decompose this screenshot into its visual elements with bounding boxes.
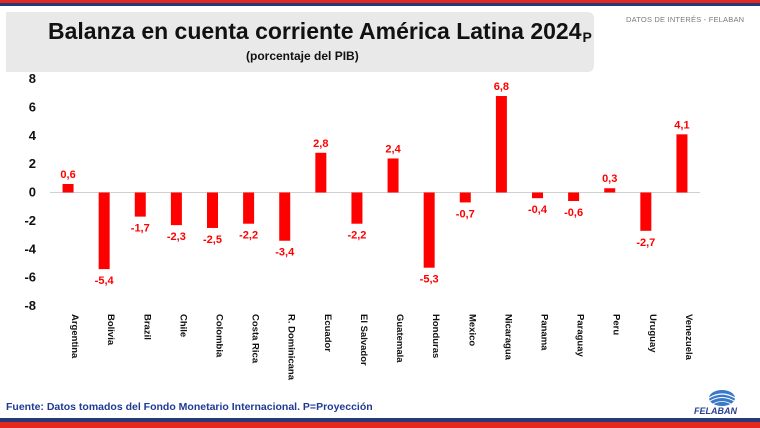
category-label: Bolivia bbox=[105, 314, 116, 346]
bar bbox=[62, 183, 74, 193]
bar bbox=[98, 192, 110, 270]
bar bbox=[351, 192, 363, 224]
category-label: Honduras bbox=[430, 314, 441, 358]
bar bbox=[459, 192, 471, 203]
value-label: -2,5 bbox=[203, 234, 222, 246]
chart-title-suffix: P bbox=[582, 29, 592, 45]
bottom-border-red bbox=[0, 422, 760, 428]
value-label: 2,4 bbox=[385, 143, 401, 155]
top-border-navy bbox=[0, 3, 760, 6]
category-label: Nicaragua bbox=[502, 314, 513, 361]
value-label: 2,8 bbox=[313, 138, 328, 150]
value-label: -2,2 bbox=[347, 230, 366, 242]
title-banner bbox=[6, 12, 594, 72]
value-label: -5,3 bbox=[420, 274, 439, 286]
category-label: Costa Rica bbox=[250, 314, 261, 364]
bar bbox=[495, 96, 507, 193]
bar bbox=[207, 192, 218, 228]
header-note: DATOS DE INTERÉS - FELABAN bbox=[626, 15, 745, 24]
category-label: Ecuador bbox=[322, 314, 333, 352]
value-label: -0,7 bbox=[456, 208, 475, 220]
top-border bbox=[0, 0, 760, 6]
bar bbox=[532, 192, 543, 199]
value-label: -0,4 bbox=[528, 204, 548, 216]
value-label: 0,3 bbox=[602, 173, 617, 185]
bar bbox=[315, 152, 327, 193]
value-label: -2,7 bbox=[636, 237, 655, 249]
chart-subtitle: (porcentaje del PIB) bbox=[246, 49, 359, 63]
value-label: 0,6 bbox=[60, 169, 75, 181]
felaban-logo-text: FELABAN bbox=[694, 406, 737, 416]
y-tick-label: -2 bbox=[24, 213, 36, 228]
value-labels-group: 0,6 -5,4 -1,7 -2,3 -2,5 -2,2 -3,4 2,8 -2,2 2,4 -5,… bbox=[60, 81, 689, 287]
bar bbox=[134, 192, 146, 217]
bar bbox=[279, 192, 291, 241]
category-label: Uruguay bbox=[647, 314, 658, 353]
y-tick-label: -8 bbox=[24, 298, 36, 313]
chart-title-text: Balanza en cuenta corriente América Lati… bbox=[48, 18, 582, 44]
category-label: Argentina bbox=[69, 314, 80, 359]
value-label: -3,4 bbox=[275, 247, 295, 259]
category-label: Venezuela bbox=[683, 314, 694, 361]
value-label: -1,7 bbox=[131, 223, 150, 235]
y-tick-label: 4 bbox=[29, 128, 37, 143]
bar bbox=[676, 134, 688, 193]
top-border-red bbox=[0, 0, 760, 3]
bottom-border-navy bbox=[0, 418, 760, 422]
category-label: Brazil bbox=[141, 314, 152, 340]
source-note: Fuente: Datos tomados del Fondo Monetari… bbox=[6, 401, 373, 413]
bar bbox=[423, 192, 435, 268]
y-tick-label: -6 bbox=[24, 270, 36, 285]
felaban-globe-icon bbox=[708, 390, 736, 406]
bars-group bbox=[62, 96, 688, 270]
category-labels-group: Argentina Bolivia Brazil Chile Colombia Costa… bbox=[69, 314, 694, 381]
bar bbox=[170, 192, 182, 226]
value-label: -2,2 bbox=[239, 230, 258, 242]
category-label: Guatemala bbox=[394, 314, 405, 363]
category-label: Colombia bbox=[214, 314, 225, 358]
value-label: -2,3 bbox=[167, 231, 186, 243]
y-tick-label: 2 bbox=[29, 156, 36, 171]
value-label: -0,6 bbox=[564, 207, 583, 219]
y-axis: 8 6 4 2 0 -2 -4 -6 -8 bbox=[24, 71, 36, 313]
bar bbox=[568, 192, 580, 202]
value-label: 4,1 bbox=[674, 119, 689, 131]
category-label: Panama bbox=[539, 314, 550, 351]
value-label: -5,4 bbox=[95, 275, 115, 287]
bar bbox=[604, 188, 616, 193]
category-label: Peru bbox=[611, 314, 622, 335]
y-tick-label: 8 bbox=[29, 71, 36, 86]
y-tick-label: -4 bbox=[24, 241, 36, 256]
bar bbox=[387, 158, 399, 193]
value-label: 6,8 bbox=[494, 81, 509, 93]
y-tick-label: 6 bbox=[29, 99, 36, 114]
chart-title: Balanza en cuenta corriente América Lati… bbox=[48, 18, 592, 45]
category-label: Chile bbox=[177, 314, 188, 337]
bar bbox=[243, 192, 255, 224]
y-tick-label: 0 bbox=[29, 185, 36, 200]
category-label: Mexico bbox=[466, 314, 477, 346]
category-label: R. Dominicana bbox=[286, 314, 297, 381]
category-label: El Salvador bbox=[358, 314, 369, 366]
category-label: Paraguay bbox=[575, 314, 586, 357]
bar bbox=[640, 192, 652, 231]
